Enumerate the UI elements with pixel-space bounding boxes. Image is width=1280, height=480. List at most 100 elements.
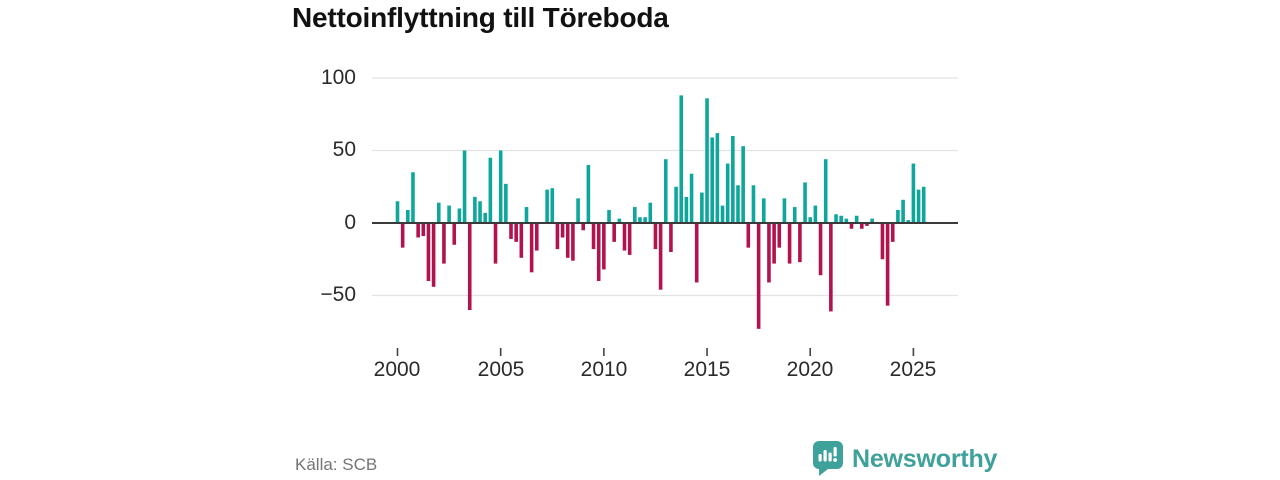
- newsworthy-logo-icon: [812, 441, 843, 477]
- bar-quarter-59: [700, 192, 704, 223]
- bar-quarter-81: [813, 205, 818, 223]
- bar-quarter-67: [741, 146, 745, 223]
- bar-quarter-19: [493, 223, 498, 264]
- bar-quarter-35: [576, 198, 580, 223]
- bar-quarter-100: [911, 163, 916, 223]
- bar-quarter-45: [627, 223, 632, 255]
- bar-quarter-3: [411, 172, 415, 223]
- bar-quarter-31: [555, 223, 560, 250]
- x-axis-label-2010: 2010: [580, 358, 628, 381]
- bar-quarter-62: [715, 133, 720, 223]
- x-axis-label-2005: 2005: [477, 358, 525, 381]
- bar-quarter-22: [509, 223, 513, 239]
- bar-quarter-37: [586, 165, 591, 223]
- bar-quarter-74: [777, 223, 782, 248]
- bar-quarter-75: [782, 198, 787, 223]
- bar-quarter-11: [452, 223, 457, 245]
- bar-quarter-70: [756, 223, 761, 329]
- bar-quarter-84: [829, 223, 833, 312]
- bar-quarter-63: [720, 205, 725, 223]
- bar-quarter-12: [457, 208, 462, 223]
- source-caption: Källa: SCB: [295, 455, 378, 474]
- bar-quarter-26: [529, 223, 534, 273]
- bar-quarter-30: [550, 188, 555, 223]
- bar-quarter-47: [638, 217, 642, 223]
- bar-quarter-96: [890, 223, 895, 242]
- bar-quarter-57: [689, 173, 694, 223]
- bar-quarter-101: [916, 189, 921, 223]
- bar-quarter-17: [483, 212, 487, 223]
- bar-quarter-33: [565, 223, 570, 258]
- bar-quarter-89: [854, 215, 859, 223]
- bar-quarter-24: [519, 223, 524, 258]
- bar-quarter-97: [896, 209, 900, 223]
- bar-quarter-27: [534, 223, 539, 251]
- x-axis-label-2020: 2020: [786, 358, 834, 381]
- bar-quarter-99: [906, 220, 911, 223]
- bar-quarter-13: [462, 150, 467, 223]
- bar-quarter-58: [694, 223, 699, 283]
- bar-quarter-66: [736, 185, 740, 223]
- bar-quarter-29: [545, 189, 549, 223]
- bar-quarter-21: [504, 183, 508, 223]
- bar-quarter-50: [653, 223, 658, 250]
- bar-quarter-80: [808, 217, 813, 223]
- bar-quarter-95: [885, 223, 890, 306]
- bar-quarter-83: [823, 159, 828, 223]
- bar-quarter-90: [860, 223, 864, 229]
- bar-quarter-65: [731, 136, 735, 223]
- bar-quarter-61: [710, 137, 714, 223]
- x-axis-label-2015: 2015: [683, 358, 731, 381]
- bar-quarter-69: [751, 185, 756, 223]
- bar-quarter-79: [803, 182, 807, 223]
- bar-quarter-55: [679, 95, 684, 223]
- bar-quarter-86: [839, 215, 843, 223]
- bar-quarter-20: [498, 150, 503, 223]
- bar-quarter-23: [514, 223, 518, 242]
- bar-quarter-77: [792, 207, 797, 223]
- bar-quarter-60: [705, 98, 709, 223]
- bar-quarter-38: [591, 223, 596, 250]
- bar-quarter-36: [581, 223, 586, 231]
- bar-quarter-32: [560, 223, 565, 238]
- bar-quarter-73: [772, 223, 776, 264]
- bar-quarter-4: [416, 223, 420, 238]
- bar-quarter-2: [406, 209, 410, 223]
- bar-quarter-88: [849, 223, 854, 229]
- bar-quarter-34: [571, 223, 575, 261]
- bar-quarter-71: [761, 198, 766, 223]
- bar-quarter-16: [478, 201, 482, 223]
- bar-quarter-64: [725, 163, 730, 223]
- y-axis-label-100: 100: [320, 66, 356, 89]
- bar-quarter-0: [395, 201, 400, 223]
- bar-quarter-43: [617, 218, 622, 223]
- bar-quarter-54: [674, 186, 678, 223]
- bar-quarter-1: [400, 223, 405, 248]
- bar-quarter-44: [622, 223, 627, 251]
- bar-quarter-7: [431, 223, 436, 287]
- bar-quarter-39: [596, 223, 601, 281]
- newsworthy-brand: Newsworthy: [812, 441, 997, 477]
- bar-quarter-40: [602, 223, 606, 270]
- bar-quarter-6: [426, 223, 431, 281]
- y-axis-label-50: 50: [332, 138, 356, 161]
- bar-quarter-51: [658, 223, 663, 290]
- bar-quarter-8: [436, 202, 441, 223]
- bar-quarter-10: [447, 205, 451, 223]
- bar-quarter-18: [488, 157, 493, 223]
- bar-quarter-68: [746, 223, 751, 248]
- bar-quarter-15: [473, 196, 477, 223]
- bar-quarter-53: [669, 223, 673, 252]
- x-axis-label-2025: 2025: [889, 358, 937, 381]
- bar-quarter-48: [643, 217, 647, 223]
- bar-quarter-76: [787, 223, 792, 264]
- chart-title: Nettoinflyttning till Töreboda: [292, 2, 669, 33]
- bar-quarter-42: [612, 223, 616, 242]
- bar-quarter-91: [865, 223, 869, 226]
- bar-quarter-102: [921, 186, 926, 223]
- bar-quarter-46: [633, 207, 637, 223]
- bar-quarter-14: [467, 223, 472, 310]
- bar-quarter-9: [442, 223, 446, 264]
